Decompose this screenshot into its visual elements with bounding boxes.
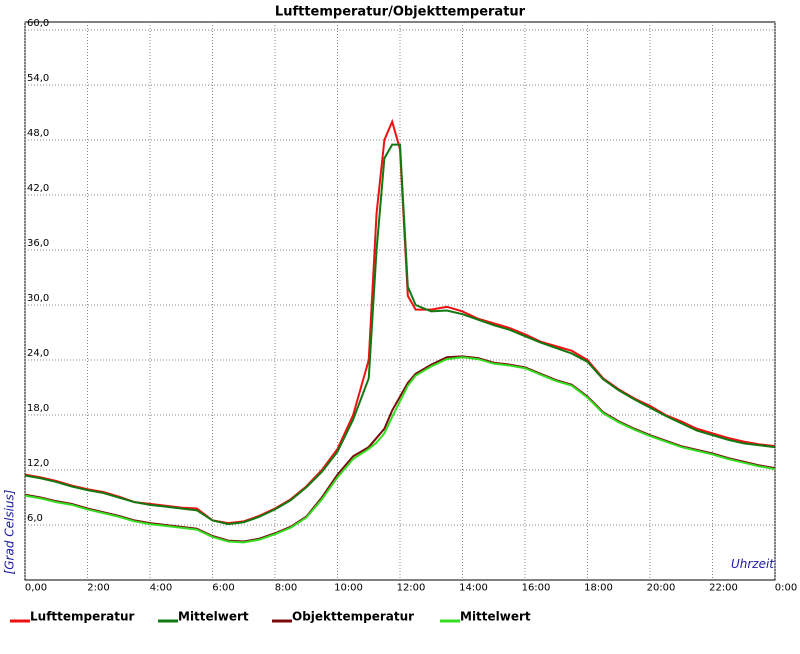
y-axis-title: [Grad Celsius]: [3, 489, 17, 574]
x-tick-label: 2:00: [87, 582, 109, 593]
x-tick-label: 0,00: [25, 582, 47, 593]
chart-title: Lufttemperatur/Objekttemperatur: [275, 5, 526, 20]
series-line: [24, 143, 776, 526]
x-tick-label: 20:00: [647, 582, 676, 593]
y-tick-label: 60,0: [27, 18, 49, 29]
y-tick-label: 30,0: [27, 293, 49, 304]
x-tick-label: 22:00: [709, 582, 738, 593]
x-tick-label: 12:00: [397, 582, 426, 593]
y-tick-label: 36,0: [27, 238, 49, 249]
series-line: [24, 356, 776, 544]
y-tick-label: 12,0: [27, 458, 49, 469]
x-tick-label: 6:00: [212, 582, 234, 593]
x-tick-label: 0:00: [775, 582, 797, 593]
y-tick-label: 6,0: [27, 513, 43, 524]
x-tick-label: 4:00: [150, 582, 172, 593]
y-tick-label: 42,0: [27, 183, 49, 194]
x-axis-title: Uhrzeit: [731, 557, 775, 571]
y-tick-label: 18,0: [27, 403, 49, 414]
legend-label: Mittelwert: [460, 610, 531, 624]
x-tick-label: 8:00: [275, 582, 297, 593]
legend-label: Mittelwert: [178, 610, 249, 624]
y-tick-label: 48,0: [27, 128, 49, 139]
x-tick-label: 16:00: [522, 582, 551, 593]
legend-label: Objekttemperatur: [292, 610, 414, 624]
y-tick-label: 54,0: [27, 73, 49, 84]
y-tick-label: 24,0: [27, 348, 49, 359]
x-tick-label: 10:00: [334, 582, 363, 593]
x-tick-label: 18:00: [584, 582, 613, 593]
legend-label: Lufttemperatur: [30, 610, 135, 624]
x-tick-label: 14:00: [459, 582, 488, 593]
